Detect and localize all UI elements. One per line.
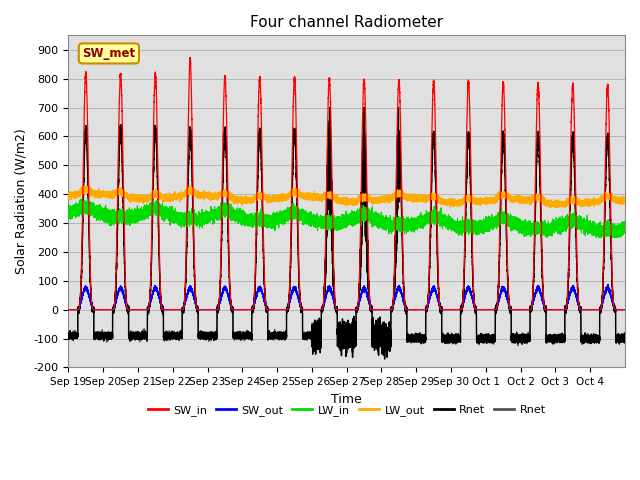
Legend: SW_in, SW_out, LW_in, LW_out, Rnet, Rnet: SW_in, SW_out, LW_in, LW_out, Rnet, Rnet bbox=[143, 400, 550, 420]
Y-axis label: Solar Radiation (W/m2): Solar Radiation (W/m2) bbox=[15, 129, 28, 274]
Title: Four channel Radiometer: Four channel Radiometer bbox=[250, 15, 444, 30]
X-axis label: Time: Time bbox=[332, 393, 362, 406]
Text: SW_met: SW_met bbox=[83, 47, 136, 60]
